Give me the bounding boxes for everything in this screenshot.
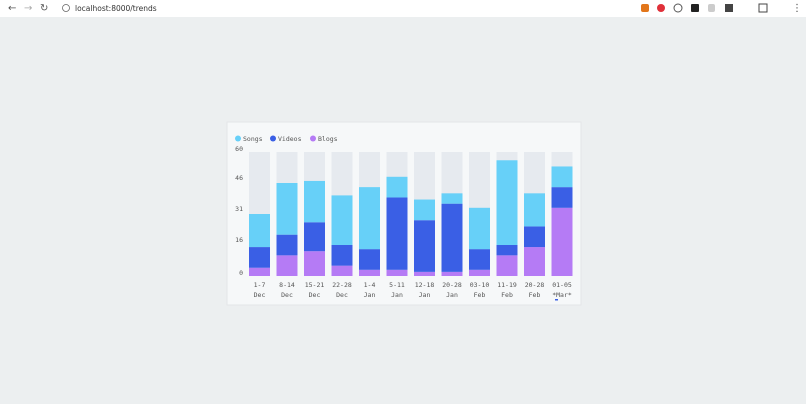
extension-icon[interactable] (708, 4, 715, 12)
bar-segment (386, 197, 408, 270)
bar-segment (304, 180, 325, 223)
x-tick-label: Jan (364, 291, 376, 299)
bar-segment (441, 193, 463, 204)
bar-segment (276, 183, 298, 235)
y-tick-label: 0 (239, 269, 243, 277)
x-tick-label: Feb (529, 291, 541, 299)
legend-marker (270, 135, 276, 142)
legend-label: Blogs (318, 135, 338, 143)
address-bar[interactable]: localhost:8000/trends (75, 4, 157, 13)
x-tick-label: Dec (309, 291, 321, 299)
menu-button[interactable]: ⋮ (792, 3, 802, 14)
legend-label: Songs (243, 135, 263, 143)
x-tick-label: 15-21 (305, 281, 325, 289)
current-marker (555, 299, 558, 301)
site-info[interactable] (62, 4, 70, 12)
x-tick-label: Feb (474, 291, 486, 299)
y-tick-label: 16 (235, 236, 243, 244)
x-tick-label: Feb (501, 291, 513, 299)
bar-segment (469, 249, 490, 270)
browser-toolbar (0, 0, 806, 17)
x-tick-label: 20-28 (525, 281, 545, 289)
forward-button[interactable]: → (24, 3, 32, 14)
x-tick-label: Jan (391, 291, 403, 299)
y-tick-label: 46 (235, 174, 243, 182)
bar-segment (469, 269, 490, 276)
legend-marker (235, 135, 241, 142)
bar-segment (524, 226, 545, 248)
bar-segment (496, 255, 518, 276)
x-tick-label: *Mar* (552, 291, 572, 299)
bar-segment (551, 207, 573, 276)
bar-segment (359, 269, 380, 276)
x-tick-label: 22-28 (332, 281, 352, 289)
bar-segment (496, 245, 518, 256)
bar-segment (331, 265, 353, 276)
bar-segment (276, 234, 298, 256)
x-tick-label: 20-28 (442, 281, 462, 289)
extension-icons: ⋮ (641, 3, 802, 14)
reload-button[interactable]: ↻ (40, 3, 48, 14)
x-tick-label: 11-19 (497, 281, 517, 289)
bar-segment (469, 207, 490, 250)
x-tick-label: 03-10 (470, 281, 490, 289)
bar-segment (524, 193, 545, 227)
y-tick-label: 60 (235, 145, 243, 153)
back-button[interactable]: ← (8, 3, 16, 14)
x-tick-label: Jan (419, 291, 431, 299)
x-tick-label: 1-4 (364, 281, 376, 289)
bar-segment (441, 271, 463, 276)
bar-segment (496, 160, 518, 245)
legend-label: Videos (278, 135, 302, 143)
side-panel-button[interactable] (758, 3, 768, 13)
bar-segment (441, 203, 463, 272)
bar-segment (386, 269, 408, 276)
x-tick-label: Dec (281, 291, 293, 299)
bar-segment (524, 247, 545, 276)
extension-icon[interactable] (657, 4, 665, 12)
bar-segment (331, 195, 353, 245)
legend-marker (310, 135, 316, 142)
extensions-button[interactable] (725, 4, 733, 12)
bar-segment (359, 187, 380, 250)
x-tick-label: 8-14 (279, 281, 295, 289)
bar-segment (276, 255, 298, 276)
bar-segment (386, 176, 408, 198)
x-tick-label: Jan (446, 291, 458, 299)
x-tick-label: 1-7 (254, 281, 266, 289)
extension-icon[interactable] (673, 3, 683, 13)
bar-segment (249, 214, 270, 248)
extension-icon[interactable] (641, 4, 649, 12)
bar-segment (414, 199, 435, 221)
bar-segment (304, 222, 325, 252)
bar-segment (414, 271, 435, 276)
bar-segment (331, 245, 353, 266)
x-tick-label: 01-05 (552, 281, 572, 289)
bar-segment (304, 251, 325, 276)
bar-segment (551, 166, 573, 188)
bar-segment (414, 220, 435, 272)
bar-segment (551, 187, 573, 208)
x-tick-label: Dec (254, 291, 266, 299)
extension-icon[interactable] (691, 4, 699, 12)
x-tick-label: 12-18 (415, 281, 435, 289)
bar-segment (359, 249, 380, 270)
y-tick-label: 31 (235, 205, 243, 213)
x-tick-label: Dec (336, 291, 348, 299)
x-tick-label: 5-11 (389, 281, 405, 289)
bar-segment (249, 267, 270, 276)
bar-segment (249, 247, 270, 268)
